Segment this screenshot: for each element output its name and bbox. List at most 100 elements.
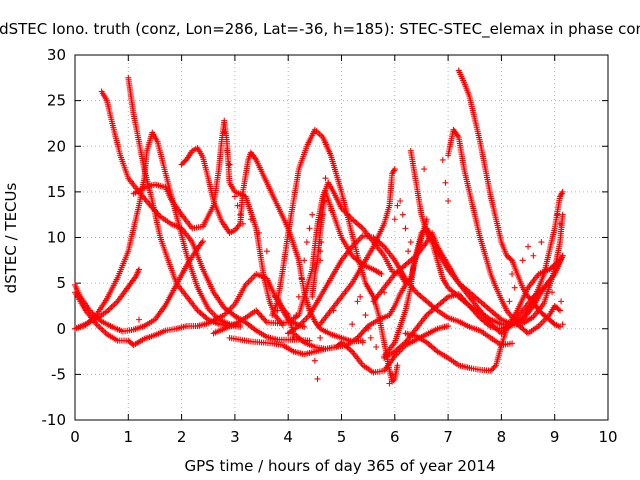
- point-isolated: [373, 344, 380, 350]
- y-tick-label: 15: [47, 183, 66, 201]
- point-pass-04: [110, 302, 117, 309]
- point-isolated: [381, 289, 388, 296]
- point-isolated: [327, 207, 334, 214]
- point-isolated: [557, 220, 564, 227]
- point-isolated: [506, 298, 513, 305]
- y-tick-label: 30: [47, 46, 66, 64]
- point-isolated: [509, 271, 516, 277]
- point-pass-04: [105, 306, 112, 313]
- point-isolated: [399, 211, 406, 218]
- point-isolated: [226, 161, 233, 168]
- point-isolated: [386, 380, 393, 387]
- point-isolated: [525, 243, 532, 250]
- point-pass-19: [487, 367, 494, 374]
- point-pass-11: [445, 323, 452, 330]
- point-pass-03: [99, 326, 106, 333]
- y-tick-label: -5: [51, 365, 66, 383]
- y-tick-label: 25: [47, 92, 66, 110]
- x-axis-label: GPS time / hours of day 365 of year 2014: [185, 457, 496, 475]
- x-tick-label: 8: [497, 428, 507, 446]
- point-pass-17: [555, 306, 562, 313]
- point-isolated: [135, 316, 142, 323]
- point-pass-16: [559, 211, 566, 218]
- point-isolated: [255, 229, 262, 236]
- point-pass-09: [261, 316, 268, 323]
- x-tick-label: 3: [230, 428, 240, 446]
- point-pass-12: [359, 328, 366, 335]
- point-pass-04: [108, 304, 115, 311]
- point-isolated: [389, 371, 396, 378]
- point-pass-05: [155, 212, 162, 219]
- point-isolated: [367, 334, 374, 341]
- point-pass-04: [135, 266, 142, 273]
- point-isolated: [442, 179, 449, 186]
- y-axis-label: dSTEC / TECUs: [2, 182, 20, 293]
- point-isolated: [295, 293, 302, 300]
- point-pass-10: [394, 362, 401, 369]
- point-pass-08: [179, 160, 186, 167]
- point-isolated: [530, 252, 537, 259]
- y-axis: -10 -5 0 5 10 15 20 25 30: [42, 46, 608, 429]
- point-isolated: [554, 211, 561, 218]
- point-isolated: [445, 198, 452, 204]
- y-tick-label: 5: [56, 274, 66, 292]
- point-isolated: [349, 321, 356, 328]
- point-isolated: [362, 312, 369, 319]
- point-pass-18: [557, 323, 564, 330]
- point-isolated: [543, 266, 550, 273]
- point-pass-04: [107, 305, 114, 312]
- data-points: [72, 67, 566, 387]
- point-pass-09: [259, 314, 266, 321]
- point-pass-03: [301, 323, 308, 330]
- x-tick-label: 0: [70, 428, 80, 446]
- point-isolated: [274, 307, 281, 314]
- point-pass-19: [491, 363, 498, 370]
- y-tick-label: 0: [56, 320, 66, 338]
- point-isolated: [221, 129, 228, 136]
- point-isolated: [519, 257, 526, 264]
- point-pass-06: [237, 323, 244, 330]
- x-axis: 0 1 2 3 4 5 6 7 8 9 10: [70, 55, 618, 446]
- point-isolated: [558, 298, 565, 305]
- x-tick-label: 9: [550, 428, 560, 446]
- y-tick-label: -10: [42, 411, 67, 429]
- point-isolated: [359, 339, 366, 346]
- point-pass-10: [390, 377, 397, 384]
- point-pass-09: [254, 308, 261, 315]
- point-pass-18: [550, 320, 557, 327]
- point-isolated: [317, 334, 324, 341]
- point-isolated: [402, 225, 409, 232]
- point-isolated: [322, 175, 329, 182]
- point-pass-12: [358, 330, 365, 337]
- point-isolated: [271, 293, 278, 300]
- point-pass-08: [181, 158, 188, 165]
- x-tick-label: 2: [177, 428, 187, 446]
- point-pass-03: [100, 328, 107, 335]
- point-isolated: [306, 225, 313, 232]
- point-isolated: [247, 216, 254, 223]
- point-isolated: [314, 375, 321, 382]
- point-pass-18: [507, 256, 514, 263]
- point-isolated: [263, 248, 270, 255]
- point-isolated: [239, 220, 246, 227]
- point-isolated: [309, 211, 316, 218]
- point-pass-04: [111, 301, 118, 308]
- point-pass-21: [378, 271, 385, 277]
- point-pass-13: [391, 166, 398, 173]
- point-isolated: [319, 211, 326, 218]
- point-isolated: [290, 333, 297, 340]
- point-isolated: [391, 216, 398, 223]
- point-isolated: [405, 248, 412, 255]
- point-isolated: [365, 325, 372, 332]
- point-pass-08: [182, 157, 189, 164]
- x-tick-label: 10: [598, 428, 617, 446]
- point-isolated: [511, 284, 518, 291]
- point-isolated: [330, 307, 337, 314]
- point-isolated: [559, 321, 566, 328]
- x-tick-label: 7: [443, 428, 453, 446]
- point-isolated: [317, 248, 324, 255]
- x-tick-label: 5: [337, 428, 347, 446]
- point-isolated: [325, 179, 332, 186]
- point-isolated: [439, 156, 446, 163]
